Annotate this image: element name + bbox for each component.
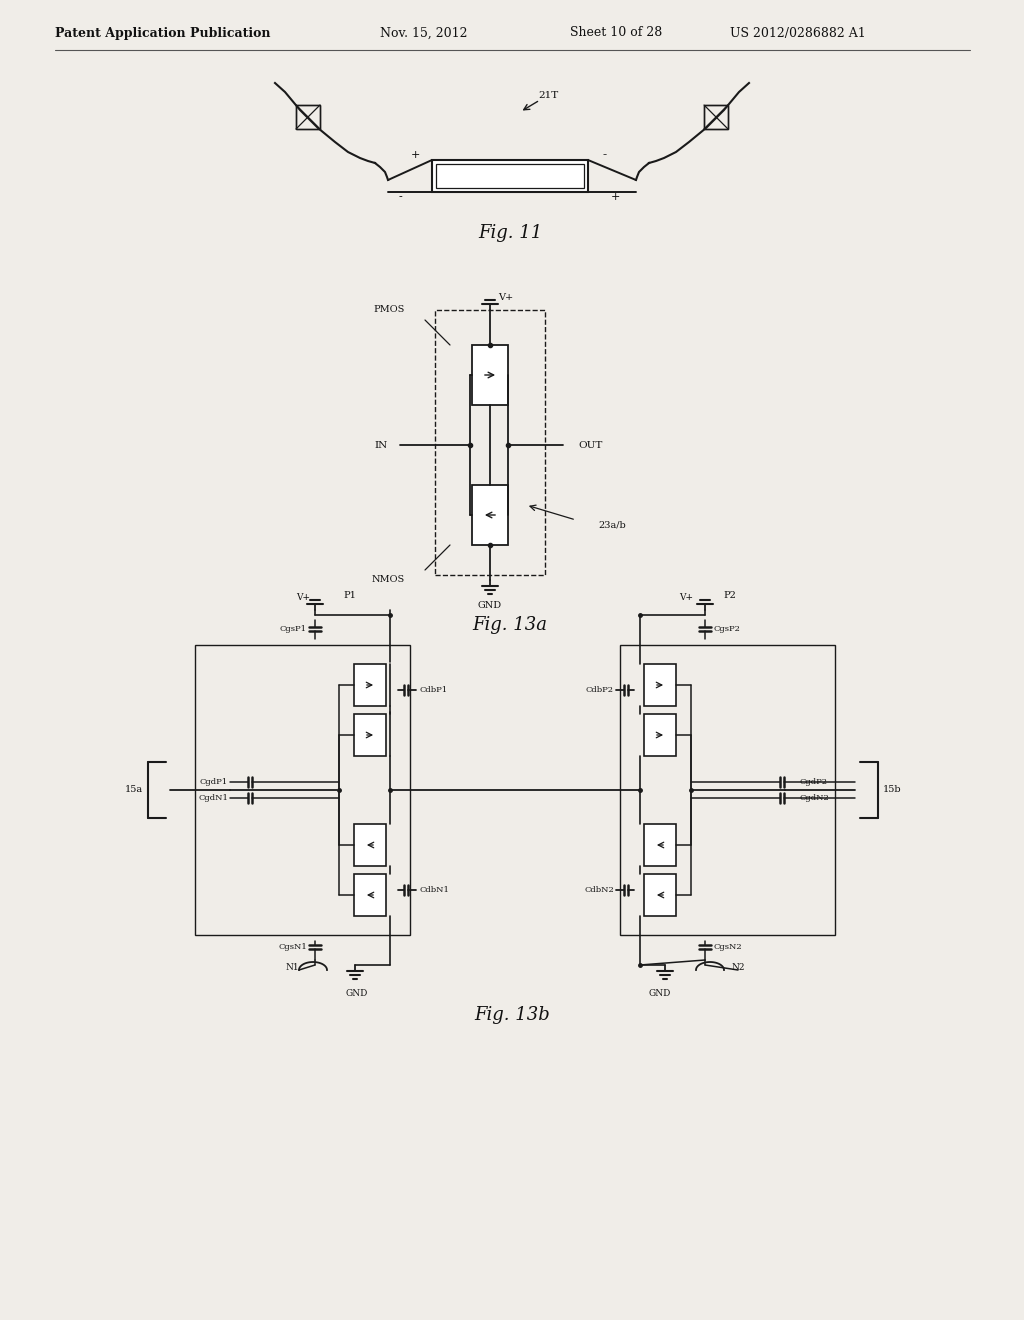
Text: Fig. 13b: Fig. 13b — [474, 1006, 550, 1024]
Text: CgdP1: CgdP1 — [200, 777, 228, 785]
Text: CdbP2: CdbP2 — [586, 686, 614, 694]
Bar — [354, 714, 386, 756]
Text: V+: V+ — [296, 593, 310, 602]
Bar — [644, 714, 676, 756]
Text: CdbN2: CdbN2 — [585, 886, 614, 894]
Text: V+: V+ — [499, 293, 514, 302]
Text: P1: P1 — [344, 590, 356, 599]
Text: 23a/b: 23a/b — [598, 520, 626, 529]
Bar — [644, 664, 676, 706]
Bar — [296, 106, 319, 129]
Bar — [705, 106, 728, 129]
Text: GND: GND — [649, 989, 671, 998]
Text: CgdN1: CgdN1 — [198, 795, 228, 803]
Bar — [436, 164, 584, 187]
Bar — [354, 824, 386, 866]
Text: IN: IN — [375, 441, 388, 450]
Text: CdbN1: CdbN1 — [420, 886, 450, 894]
Text: 21T: 21T — [538, 91, 558, 99]
Bar — [620, 645, 835, 935]
Bar — [195, 645, 410, 935]
Text: P2: P2 — [724, 590, 736, 599]
Text: +: + — [411, 150, 420, 160]
Bar — [472, 484, 508, 545]
Text: Fig. 13a: Fig. 13a — [472, 616, 548, 634]
Text: CdbP1: CdbP1 — [420, 686, 449, 694]
Bar — [644, 824, 676, 866]
Bar — [432, 160, 588, 191]
Text: N1: N1 — [286, 964, 299, 973]
Text: Nov. 15, 2012: Nov. 15, 2012 — [380, 26, 468, 40]
Bar — [296, 106, 319, 129]
Text: Fig. 11: Fig. 11 — [478, 224, 542, 242]
Text: US 2012/0286882 A1: US 2012/0286882 A1 — [730, 26, 865, 40]
Text: CgsP1: CgsP1 — [280, 624, 307, 634]
Bar — [644, 874, 676, 916]
Text: N2: N2 — [732, 964, 745, 973]
Bar — [354, 874, 386, 916]
Text: CgsN2: CgsN2 — [713, 942, 741, 950]
Text: +: + — [610, 191, 620, 202]
Text: GND: GND — [346, 989, 369, 998]
Text: OUT: OUT — [578, 441, 602, 450]
Text: NMOS: NMOS — [372, 576, 406, 585]
Text: CgdP2: CgdP2 — [800, 777, 828, 785]
Text: CgdN2: CgdN2 — [800, 795, 829, 803]
Bar — [705, 106, 728, 129]
Bar — [354, 664, 386, 706]
Bar — [435, 310, 545, 576]
Text: V+: V+ — [679, 593, 693, 602]
Text: PMOS: PMOS — [374, 305, 406, 314]
Text: CgsN1: CgsN1 — [279, 942, 307, 950]
Text: -: - — [398, 191, 401, 202]
Text: 15b: 15b — [883, 785, 901, 795]
Text: CgsP2: CgsP2 — [713, 624, 740, 634]
Text: 15a: 15a — [125, 785, 143, 795]
Text: Sheet 10 of 28: Sheet 10 of 28 — [570, 26, 663, 40]
Bar — [472, 345, 508, 405]
Text: -: - — [603, 149, 607, 161]
Text: GND: GND — [478, 601, 502, 610]
Text: Patent Application Publication: Patent Application Publication — [55, 26, 270, 40]
